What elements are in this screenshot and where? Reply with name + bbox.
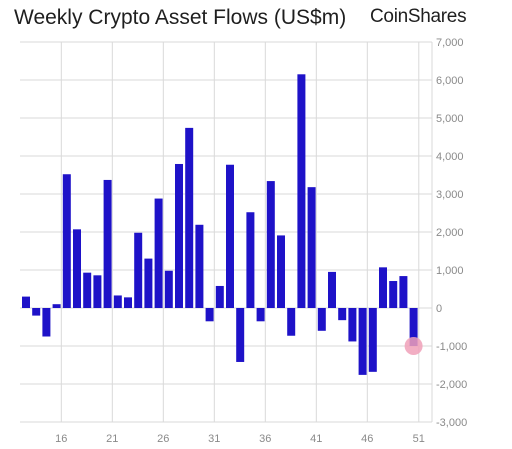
x-tick-label: 36 <box>259 433 271 445</box>
y-tick-label: -2,000 <box>436 379 467 391</box>
y-axis-labels: -3,000 -2,000 -1,000 0 1,000 2,000 3,000 4,000 5… <box>436 37 467 429</box>
bar-week-27 <box>175 163 183 308</box>
bar-week-31 <box>215 285 224 308</box>
grid-lines <box>20 41 433 423</box>
x-tick-label: 21 <box>106 433 118 445</box>
x-tick-label: 51 <box>413 433 425 445</box>
y-tick-label: 4,000 <box>436 151 464 163</box>
bar-week-39 <box>297 74 306 308</box>
y-tick-label: 0 <box>436 303 442 315</box>
bar-week-45 <box>358 308 367 375</box>
bar-week-30 <box>205 308 214 322</box>
bar-week-13 <box>32 308 41 316</box>
bar-week-40 <box>307 187 316 308</box>
bar-week-35 <box>256 308 265 322</box>
bar-week-16 <box>62 174 71 308</box>
bar-week-21 <box>113 295 122 308</box>
bar-week-32 <box>226 164 234 308</box>
bar-week-43 <box>338 308 347 321</box>
y-tick-label: 2,000 <box>436 227 464 239</box>
bar-week-18 <box>83 272 92 308</box>
y-tick-label: -1,000 <box>436 341 467 353</box>
bar-week-19 <box>93 275 102 308</box>
bar-week-24 <box>144 258 153 308</box>
bar-week-42 <box>328 271 336 308</box>
x-tick-label: 16 <box>55 433 67 445</box>
bar-week-49 <box>399 276 408 308</box>
bar-week-26 <box>164 270 173 308</box>
bar-week-44 <box>348 308 357 342</box>
y-tick-label: 6,000 <box>436 75 464 87</box>
bar-week-37 <box>277 235 285 308</box>
bar-week-28 <box>185 127 194 308</box>
brand-logo: CoinShares <box>370 6 467 27</box>
bar-week-29 <box>195 224 204 308</box>
y-tick-label: -3,000 <box>436 417 467 429</box>
bar-week-36 <box>266 181 275 308</box>
highlight-layer <box>404 337 423 355</box>
y-tick-label: 7,000 <box>436 37 464 49</box>
x-axis-labels: 16 21 26 31 36 41 46 51 <box>55 433 425 445</box>
bar-week-41 <box>317 308 326 331</box>
bar-week-33 <box>236 308 245 362</box>
x-tick-label: 26 <box>157 433 169 445</box>
bar-week-38 <box>287 308 296 336</box>
bar-week-25 <box>154 198 163 308</box>
bar-week-34 <box>246 212 255 308</box>
bar-week-46 <box>368 308 377 372</box>
bar-week-50 <box>409 308 418 346</box>
bar-week-20 <box>103 179 112 308</box>
y-tick-label: 3,000 <box>436 189 464 201</box>
y-tick-label: 5,000 <box>436 113 464 125</box>
bar-week-47 <box>379 267 387 308</box>
bar-week-48 <box>389 281 398 308</box>
bar-week-12 <box>22 296 30 308</box>
highlight-marker <box>404 337 423 355</box>
bar-week-17 <box>73 229 81 308</box>
bars <box>22 74 418 375</box>
bar-week-23 <box>134 232 143 308</box>
chart-title: Weekly Crypto Asset Flows (US$m) <box>14 6 347 29</box>
bar-week-14 <box>42 308 51 337</box>
x-tick-label: 46 <box>361 433 373 445</box>
x-tick-label: 31 <box>208 433 220 445</box>
bar-week-22 <box>124 297 132 308</box>
x-tick-label: 41 <box>310 433 322 445</box>
bar-week-15 <box>52 304 61 308</box>
y-tick-label: 1,000 <box>436 265 464 277</box>
